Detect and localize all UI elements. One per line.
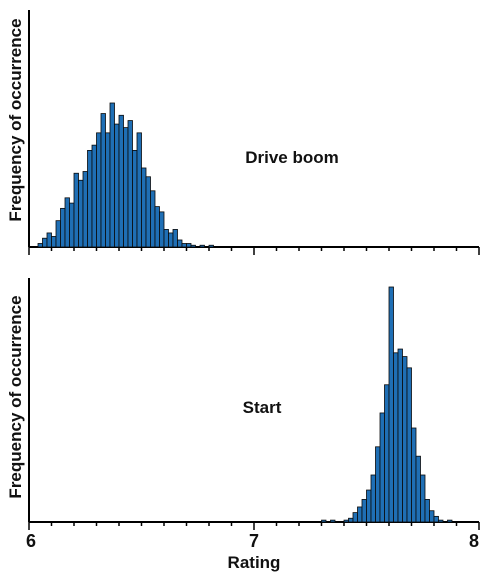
histogram-bar <box>177 239 183 248</box>
x-tick-label-8: 8 <box>469 531 479 551</box>
histogram-bar <box>96 132 102 248</box>
histogram-bar <box>87 150 93 248</box>
histogram-bar <box>420 474 426 523</box>
bottom-panel-label: Start <box>243 398 282 417</box>
histogram-bar <box>357 506 363 523</box>
histogram-bar <box>136 132 142 248</box>
histogram-bar <box>321 519 327 523</box>
histogram-bar <box>186 243 192 248</box>
histogram-bar <box>429 510 435 523</box>
histogram-bar <box>424 499 430 523</box>
histogram-bar <box>370 474 376 523</box>
histogram-bar <box>55 220 61 248</box>
histogram-bar <box>447 519 453 523</box>
histogram-bar <box>132 150 138 248</box>
histogram-bar <box>100 113 106 248</box>
histogram-bar <box>51 236 57 248</box>
histogram-bar <box>199 244 205 248</box>
histogram-bar <box>402 356 408 523</box>
histogram-bar <box>154 206 160 248</box>
x-axis-label: Rating <box>228 553 281 572</box>
histogram-bar <box>366 489 372 523</box>
histogram-bar <box>145 176 151 248</box>
histogram-bar <box>37 243 43 248</box>
histogram-bar <box>78 179 84 248</box>
histogram-bar <box>379 412 385 523</box>
histogram-bar <box>172 229 178 248</box>
histogram-bar <box>411 427 417 523</box>
histogram-bar <box>141 167 147 248</box>
histogram-bar <box>181 243 187 248</box>
top-x-ticks <box>28 247 480 255</box>
histogram-bar <box>343 519 349 523</box>
histogram-bar <box>127 120 133 248</box>
bottom-x-ticks <box>28 522 480 530</box>
top-y-axis-label: Frequency of occurrence <box>6 18 25 221</box>
histogram-bar <box>73 172 79 248</box>
histogram-bar <box>42 237 48 248</box>
histogram-bar <box>352 512 358 523</box>
x-tick-label-6: 6 <box>26 531 36 551</box>
histogram-bar <box>64 197 70 248</box>
histogram-bar <box>330 519 336 523</box>
bottom-bars <box>321 286 453 523</box>
histogram-bar <box>433 515 439 523</box>
histogram-bar <box>91 144 97 248</box>
histogram-bar <box>109 102 115 248</box>
histogram-bar <box>150 190 156 248</box>
histogram-bar <box>190 244 196 248</box>
histogram-bar <box>159 211 165 248</box>
histogram-bar <box>46 232 52 248</box>
histogram-bar <box>415 455 421 523</box>
panel-start: Frequency of occurrence Start <box>6 278 480 530</box>
histogram-bar <box>123 127 129 248</box>
histogram-bar <box>118 114 124 248</box>
histogram-bar <box>348 517 354 523</box>
x-tick-label-7: 7 <box>249 531 259 551</box>
panel-drive-boom: Frequency of occurrence Drive boom <box>6 10 480 255</box>
histogram-bar <box>69 202 75 248</box>
top-bars <box>37 102 214 248</box>
histogram-bar <box>82 171 88 248</box>
histogram-bar <box>168 232 174 248</box>
bottom-y-axis-label: Frequency of occurrence <box>6 295 25 498</box>
histogram-bar <box>375 446 381 523</box>
histogram-bar <box>361 499 367 523</box>
histogram-bar <box>388 286 394 523</box>
histogram-bar <box>163 229 169 248</box>
histogram-bar <box>208 244 214 248</box>
histogram-bar <box>397 348 403 523</box>
histogram-bar <box>384 384 390 523</box>
histogram-bar <box>406 367 412 523</box>
histogram-bar <box>60 207 66 248</box>
top-panel-label: Drive boom <box>245 148 339 167</box>
histogram-bar <box>393 352 399 523</box>
histogram-bar <box>114 123 120 248</box>
histogram-bar <box>105 132 111 248</box>
histogram-bar <box>438 519 444 523</box>
